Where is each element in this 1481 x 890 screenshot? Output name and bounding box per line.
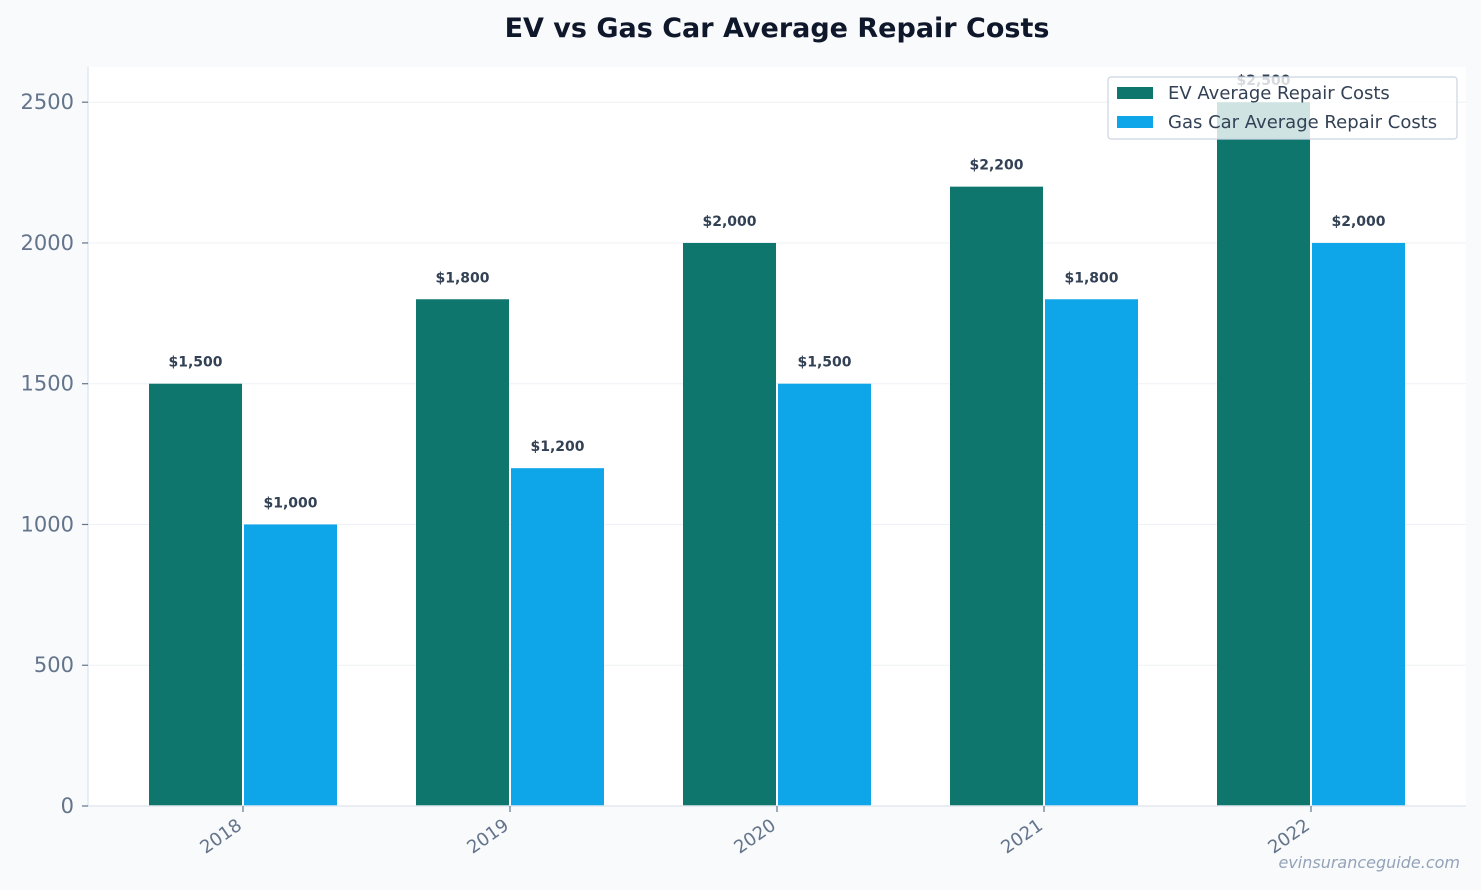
data-label-ev-2019: $1,800 (435, 270, 489, 286)
data-label-gas-2022: $2,000 (1331, 214, 1385, 230)
bar-gas-2019 (511, 468, 604, 806)
y-tick-label: 1000 (21, 512, 74, 536)
data-label-gas-2021: $1,800 (1064, 270, 1118, 286)
legend: EV Average Repair Costs Gas Car Average … (1107, 76, 1458, 140)
data-label-gas-2019: $1,200 (530, 439, 584, 455)
chart-title: EV vs Gas Car Average Repair Costs (505, 13, 1050, 44)
y-tick-label: 0 (61, 794, 74, 818)
bar-ev-2018 (149, 383, 242, 806)
data-label-gas-2020: $1,500 (797, 355, 851, 371)
x-tick-labels: 2018 2019 2020 2021 2022 (196, 806, 1314, 858)
bar-ev-2020 (683, 242, 776, 806)
x-tick-label: 2018 (196, 815, 246, 858)
y-tick-label: 2000 (21, 231, 74, 255)
legend-frame (1107, 76, 1458, 140)
bar-gas-2021 (1045, 299, 1138, 806)
y-tick-label: 2500 (21, 90, 74, 114)
data-label-gas-2018: $1,000 (263, 495, 317, 511)
bar-ev-2019 (416, 299, 509, 806)
bar-ev-2022 (1217, 102, 1310, 806)
bar-ev-2021 (950, 186, 1043, 807)
legend-label-ev: EV Average Repair Costs (1168, 83, 1390, 104)
y-tick-label: 1500 (21, 372, 74, 396)
x-tick-label: 2022 (1264, 815, 1314, 858)
data-label-ev-2021: $2,200 (969, 158, 1023, 174)
data-label-ev-2020: $2,000 (702, 214, 756, 230)
legend-swatch-ev (1117, 87, 1153, 99)
bar-gas-2022 (1312, 242, 1405, 806)
bars (149, 102, 1405, 807)
x-tick-label: 2020 (730, 815, 780, 858)
y-tick-label: 500 (34, 653, 74, 677)
x-tick-label: 2019 (463, 815, 513, 858)
watermark: evinsuranceguide.com (1278, 853, 1460, 872)
legend-swatch-gas (1117, 116, 1153, 128)
y-tick-labels: 0 500 1000 1500 2000 2500 (21, 90, 88, 818)
legend-label-gas: Gas Car Average Repair Costs (1168, 112, 1437, 133)
bar-gas-2018 (244, 524, 337, 806)
x-tick-label: 2021 (997, 815, 1047, 858)
bar-gas-2020 (778, 383, 871, 806)
data-labels: $1,500 $1,000 $1,800 $1,200 $2,000 $1,500 $2,2… (168, 73, 1385, 511)
data-label-ev-2018: $1,500 (168, 355, 222, 371)
